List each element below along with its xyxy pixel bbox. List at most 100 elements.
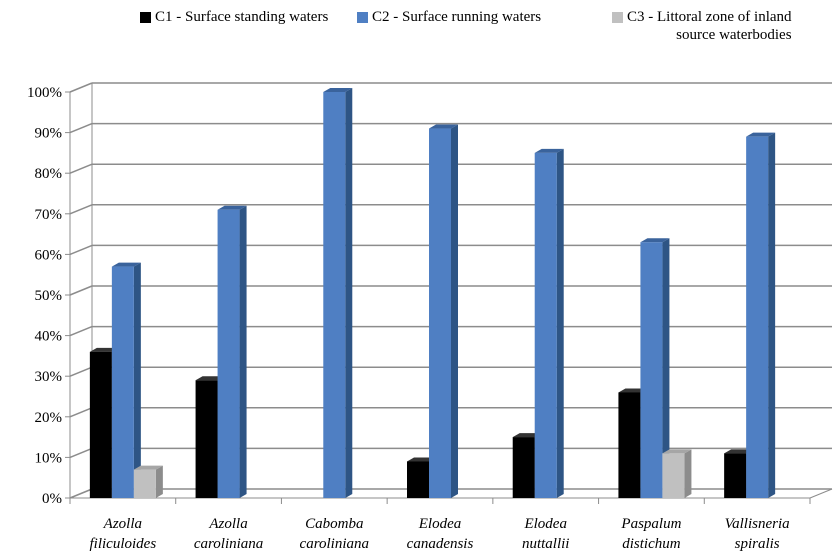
bar-c2-4 (534, 148, 564, 498)
x-tick-label-3-0: Elodea (418, 516, 462, 532)
y-tick-label-3: 30% (35, 369, 63, 385)
x-tick-label-3-1: canadensis (407, 536, 474, 552)
bar-top (724, 449, 754, 454)
x-tick-label-5-1: distichum (622, 536, 680, 552)
bar-top (111, 262, 141, 267)
y-tick-label-0: 0% (42, 491, 62, 507)
bar-front (429, 128, 451, 499)
bar-side (155, 465, 163, 498)
bar-front (512, 437, 535, 498)
labels-layer: 0% 10% 20% 30% 40% 50% 60% 70% 80% 90% 100% Azolla f… (27, 85, 790, 552)
bar-top (618, 388, 648, 393)
gridline-side-8 (69, 163, 93, 174)
gridline-side-1 (69, 447, 93, 459)
y-tick-label-1: 10% (35, 450, 63, 466)
bar-front (323, 92, 346, 498)
floor-left-edge (69, 488, 93, 499)
bar-c2-3 (429, 124, 458, 499)
y-tick-label-2: 20% (35, 410, 63, 426)
bar-top (217, 205, 247, 210)
bar-top (662, 449, 692, 454)
bar-top (133, 465, 163, 470)
legend-swatch-c3 (612, 12, 623, 23)
legend-label-c1: C1 - Surface standing waters (155, 9, 329, 25)
gridline-side-9 (69, 122, 93, 134)
x-tick-label-4-0: Elodea (523, 516, 567, 532)
bar-front (662, 453, 685, 498)
y-tick-label-7: 70% (35, 207, 63, 223)
bar-side (239, 205, 247, 499)
x-tick-label-0-0: Azolla (103, 516, 142, 532)
bar-top (429, 124, 458, 129)
bar-front (111, 266, 134, 498)
y-tick-label-8: 80% (35, 166, 63, 182)
gridline-side-5 (69, 285, 93, 296)
bar-front (724, 453, 747, 498)
bar-c2-0 (111, 262, 141, 498)
legend-label-c3: C3 - Littoral zone of inland source wate… (627, 8, 792, 44)
x-tick-label-6-0: Vallisneria (725, 516, 790, 532)
legend-item-c1: C1 - Surface standing waters (140, 8, 328, 26)
x-tick-label-1-1: caroliniana (194, 536, 263, 552)
bar-top (640, 238, 670, 243)
chart-legend: C1 - Surface standing waters C2 - Surfac… (0, 8, 835, 68)
legend-label-c3-line1: C3 - Littoral zone of inland (627, 9, 792, 25)
gridline-side-3 (69, 366, 93, 377)
bar-side (662, 238, 670, 498)
legend-label-c2: C2 - Surface running waters (372, 9, 542, 25)
bar-top (407, 457, 436, 462)
y-tick-label-9: 90% (35, 126, 63, 142)
y-tick-label-5: 50% (35, 288, 63, 304)
bar-front (746, 136, 769, 498)
legend-item-c3: C3 - Littoral zone of inland source wate… (612, 8, 792, 44)
gridline-side-2 (69, 407, 93, 418)
legend-swatch-c1 (140, 12, 151, 23)
bar-c3-5 (662, 449, 692, 498)
bar-c3-0 (133, 465, 163, 498)
bar-front (195, 380, 218, 498)
bars-layer (89, 88, 776, 499)
legend-label-c3-line2: source waterbodies (676, 27, 792, 43)
x-tick-label-6-1: spiralis (735, 536, 780, 552)
bar-top (323, 88, 353, 92)
bar-front (89, 351, 112, 498)
bar-top (195, 376, 225, 381)
bar-c2-6 (746, 132, 776, 498)
bar-c2-2 (323, 88, 353, 498)
bar-side (556, 148, 564, 498)
x-tick-label-1-0: Azolla (208, 516, 247, 532)
gridline-side-4 (69, 325, 93, 337)
bar-top (746, 132, 776, 137)
y-tick-label-4: 40% (35, 329, 63, 345)
bar-side (768, 132, 776, 498)
bar-c2-5 (640, 238, 670, 498)
bar-front (640, 242, 663, 498)
y-tick-label-10: 100% (27, 85, 62, 101)
bar-c2-1 (217, 205, 247, 499)
bar-side (684, 449, 692, 498)
bar-side (133, 262, 141, 498)
x-tick-label-4-1: nuttallii (522, 536, 570, 552)
gridline-side-7 (69, 204, 93, 215)
bar-top (534, 148, 564, 153)
bar-front (618, 392, 641, 498)
bar-front (133, 469, 156, 498)
bar-side (451, 124, 458, 498)
bar-side (345, 88, 353, 498)
bar-front (407, 461, 429, 498)
legend-item-c2: C2 - Surface running waters (357, 8, 541, 26)
bar-front (534, 152, 557, 498)
x-tick-label-2-0: Cabomba (305, 516, 363, 532)
legend-swatch-c2 (357, 12, 368, 23)
floor-right-edge (809, 488, 833, 499)
y-tick-label-6: 60% (35, 247, 63, 263)
gridline-side-10 (69, 82, 93, 93)
bar-front (217, 209, 240, 499)
gridline-side-6 (69, 244, 93, 256)
bar-top (512, 433, 542, 438)
bar-top (89, 347, 119, 352)
x-tick-label-5-0: Paspalum (620, 516, 681, 532)
x-tick-label-2-1: caroliniana (300, 536, 369, 552)
x-tick-label-0-1: filiculoides (90, 536, 157, 552)
